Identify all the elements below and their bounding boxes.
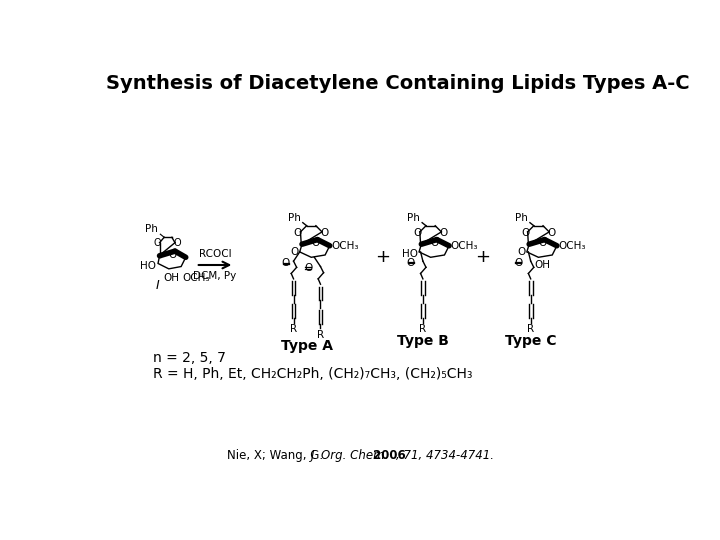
Text: OCH₃: OCH₃ bbox=[331, 241, 359, 251]
Text: O: O bbox=[514, 258, 523, 268]
Text: Ph: Ph bbox=[515, 213, 528, 222]
Text: O: O bbox=[320, 228, 329, 239]
Text: 2006: 2006 bbox=[369, 449, 406, 462]
Text: R: R bbox=[290, 325, 297, 334]
Text: O: O bbox=[548, 228, 556, 239]
Text: DCM, Py: DCM, Py bbox=[194, 271, 237, 281]
Text: O: O bbox=[174, 239, 181, 248]
Text: O: O bbox=[407, 258, 415, 268]
Text: O: O bbox=[521, 228, 529, 239]
Text: R: R bbox=[419, 325, 426, 334]
Text: O: O bbox=[282, 259, 290, 268]
Text: O: O bbox=[153, 239, 161, 248]
Text: HO: HO bbox=[140, 261, 156, 271]
Text: O: O bbox=[304, 263, 312, 273]
Text: RCOCl: RCOCl bbox=[199, 249, 231, 259]
Text: R: R bbox=[317, 330, 324, 340]
Text: , 71, 4734-4741.: , 71, 4734-4741. bbox=[396, 449, 494, 462]
Text: Nie, X; Wang, G.: Nie, X; Wang, G. bbox=[227, 449, 326, 462]
Text: Synthesis of Diacetylene Containing Lipids Types A-C: Synthesis of Diacetylene Containing Lipi… bbox=[106, 74, 689, 93]
Text: J. Org. Chem.: J. Org. Chem. bbox=[311, 449, 390, 462]
Text: O: O bbox=[168, 250, 177, 260]
Text: OCH₃: OCH₃ bbox=[451, 241, 478, 251]
Text: HO: HO bbox=[402, 249, 418, 259]
Text: O: O bbox=[413, 228, 421, 239]
Text: Type B: Type B bbox=[397, 334, 449, 348]
Text: O: O bbox=[440, 228, 448, 239]
Text: O: O bbox=[294, 228, 302, 239]
Text: Type C: Type C bbox=[505, 334, 557, 348]
Text: Ph: Ph bbox=[287, 213, 300, 222]
Text: O: O bbox=[539, 239, 546, 248]
Text: O: O bbox=[517, 247, 526, 257]
Text: I: I bbox=[156, 279, 160, 292]
Text: Ph: Ph bbox=[407, 213, 420, 222]
Text: OCH₃: OCH₃ bbox=[559, 241, 586, 251]
Text: n = 2, 5, 7: n = 2, 5, 7 bbox=[153, 351, 226, 365]
Text: R: R bbox=[527, 325, 534, 334]
Text: O: O bbox=[431, 239, 439, 248]
Text: OH: OH bbox=[535, 260, 551, 269]
Text: O: O bbox=[290, 247, 298, 257]
Text: Type A: Type A bbox=[281, 339, 333, 353]
Text: +: + bbox=[475, 248, 490, 266]
Text: +: + bbox=[375, 248, 390, 266]
Text: R = H, Ph, Et, CH₂CH₂Ph, (CH₂)₇CH₃, (CH₂)₅CH₃: R = H, Ph, Et, CH₂CH₂Ph, (CH₂)₇CH₃, (CH₂… bbox=[153, 367, 473, 381]
Text: OCH₃: OCH₃ bbox=[183, 273, 210, 283]
Text: Ph: Ph bbox=[145, 224, 158, 234]
Text: O: O bbox=[311, 239, 320, 248]
Text: OH: OH bbox=[163, 273, 179, 283]
